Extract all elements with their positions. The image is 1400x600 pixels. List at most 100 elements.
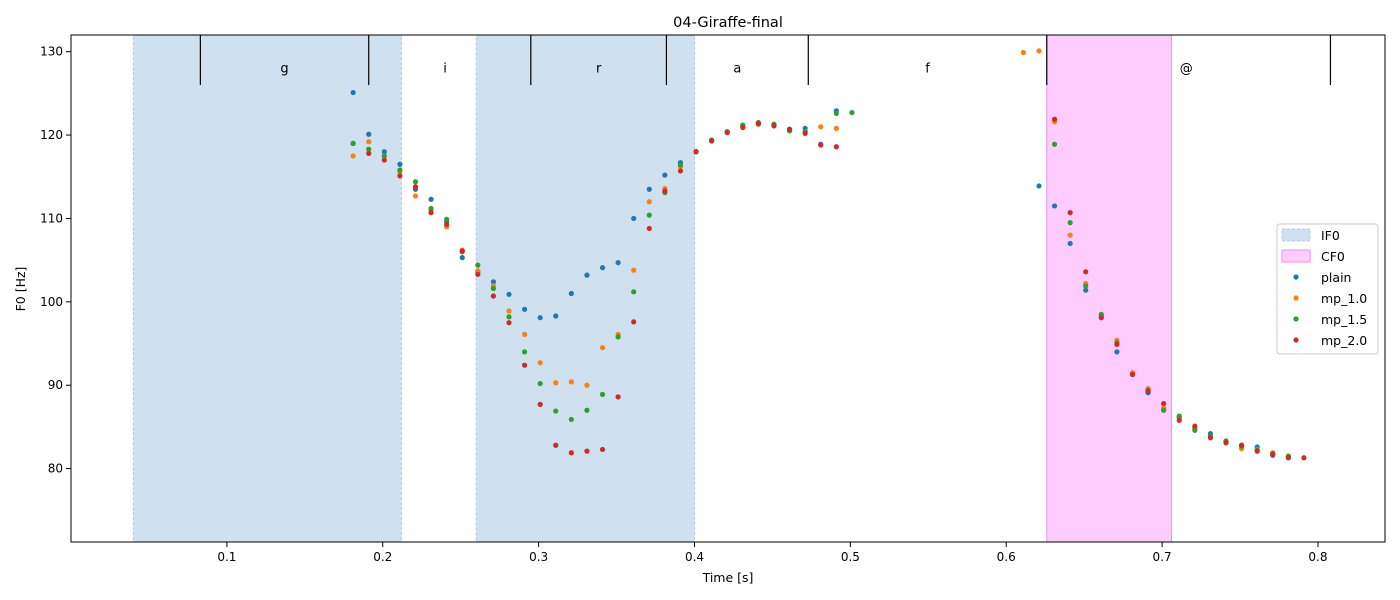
point-mp-2-0-20 xyxy=(662,188,668,194)
point-plain-14 xyxy=(537,315,543,321)
point-mp-1-0-11 xyxy=(506,308,512,314)
legend-swatch-cf0 xyxy=(1281,249,1311,263)
point-mp-2-0-31 xyxy=(833,144,839,150)
point-mp-1-0-15 xyxy=(568,379,574,385)
point-mp-2-0-38 xyxy=(1145,388,1151,394)
point-mp-1-5-16 xyxy=(584,407,590,413)
point-mp-2-0-36 xyxy=(1114,341,1120,347)
point-mp-2-0-11 xyxy=(521,362,528,368)
point-mp-1-0-20 xyxy=(646,199,652,205)
point-mp-1-5-19 xyxy=(631,289,637,295)
point-mp-2-0-35 xyxy=(1098,315,1104,321)
point-mp-2-0-42 xyxy=(1207,435,1214,441)
segment-label-1: g xyxy=(280,61,288,76)
legend-label-mp-1-5: mp_1.5 xyxy=(1321,312,1367,327)
x-tick-label: 0.4 xyxy=(685,550,704,564)
point-mp-2-0-12 xyxy=(537,401,543,408)
point-mp-2-0-3 xyxy=(397,173,403,179)
y-tick-label: 80 xyxy=(48,462,63,476)
point-mp-2-0-22 xyxy=(693,149,699,155)
point-mp-2-0-34 xyxy=(1083,269,1089,275)
legend-marker-mp-1-5 xyxy=(1293,316,1299,322)
point-plain-20 xyxy=(631,215,637,222)
legend-swatch-if0 xyxy=(1281,228,1311,242)
point-mp-2-0-40 xyxy=(1176,417,1182,423)
region-if0-2 xyxy=(475,34,695,543)
point-mp-2-0-15 xyxy=(584,448,590,454)
y-tick-label: 130 xyxy=(40,45,63,59)
point-mp-2-0-30 xyxy=(818,142,824,148)
y-tick-label: 100 xyxy=(40,295,63,309)
point-mp-2-0-29 xyxy=(802,130,808,136)
point-mp-1-5-42 xyxy=(1192,427,1198,433)
point-mp-2-0-13 xyxy=(553,442,559,448)
point-mp-2-0-47 xyxy=(1285,455,1291,461)
legend-label-mp-1-0: mp_1.0 xyxy=(1321,291,1367,306)
point-plain-5 xyxy=(397,161,403,167)
point-mp-2-0-45 xyxy=(1254,448,1260,454)
y-tick-label: 120 xyxy=(40,128,63,142)
point-mp-2-0-46 xyxy=(1270,451,1276,458)
point-mp-1-5-2 xyxy=(366,146,372,152)
point-mp-1-0-17 xyxy=(599,345,606,351)
x-tick-label: 0.7 xyxy=(1153,550,1172,564)
point-plain-9 xyxy=(459,255,465,261)
point-mp-1-5-17 xyxy=(599,391,606,398)
point-plain-16 xyxy=(568,290,574,297)
point-mp-2-0-6 xyxy=(444,221,450,227)
point-mp-2-0-14 xyxy=(568,450,574,456)
point-mp-2-0-16 xyxy=(599,446,606,453)
point-mp-1-5-13 xyxy=(537,380,543,387)
y-tick-label: 110 xyxy=(40,211,63,225)
point-plain-19 xyxy=(615,260,621,266)
point-mp-2-0-2 xyxy=(381,157,387,163)
point-mp-2-0-39 xyxy=(1161,400,1167,407)
x-tick-label: 0.8 xyxy=(1308,550,1327,564)
legend-marker-plain xyxy=(1293,274,1299,280)
point-mp-2-0-4 xyxy=(412,184,419,190)
point-mp-1-0-16 xyxy=(584,382,590,388)
point-mp-2-0-44 xyxy=(1238,442,1245,448)
point-mp-1-0-31 xyxy=(818,124,824,130)
legend-label-cf0: CF0 xyxy=(1321,249,1345,264)
point-mp-1-0-2 xyxy=(366,139,372,145)
point-mp-2-0-1 xyxy=(366,150,372,157)
x-axis-label: Time [s] xyxy=(702,570,754,585)
legend-marker-mp-2-0 xyxy=(1293,337,1299,343)
point-mp-2-0-28 xyxy=(786,126,793,132)
point-mp-2-0-37 xyxy=(1129,371,1136,377)
point-mp-2-0-43 xyxy=(1223,440,1229,446)
point-plain-39 xyxy=(1114,349,1120,355)
point-mp-1-5-3 xyxy=(381,153,387,159)
point-mp-1-5-6 xyxy=(428,205,434,212)
segment-label-5: f xyxy=(925,61,930,76)
segment-label-3: r xyxy=(596,61,602,76)
point-mp-1-5-32 xyxy=(849,109,855,116)
x-tick-label: 0.2 xyxy=(373,550,392,564)
region-if0-1 xyxy=(132,34,402,543)
point-mp-1-5-33 xyxy=(1051,141,1058,147)
y-axis-label: F0 [Hz] xyxy=(13,267,28,312)
point-mp-2-0-27 xyxy=(771,123,777,129)
data-points xyxy=(350,48,1307,461)
point-mp-2-0-10 xyxy=(506,320,512,326)
y-tick-label: 90 xyxy=(48,378,63,392)
segment-labels: g i r a f @ xyxy=(280,61,1192,76)
legend-label-mp-2-0: mp_2.0 xyxy=(1321,333,1367,348)
point-mp-1-0-32 xyxy=(833,125,839,131)
point-mp-2-0-9 xyxy=(490,293,497,299)
point-mp-1-0-19 xyxy=(631,267,637,273)
x-tick-label: 0.3 xyxy=(529,550,548,564)
point-mp-1-5-1 xyxy=(350,140,356,147)
x-axis-ticks: 0.1 0.2 0.3 0.4 0.5 0.6 0.7 0.8 xyxy=(217,542,1328,564)
point-mp-2-0-23 xyxy=(709,138,715,144)
point-mp-1-5-15 xyxy=(568,416,574,423)
segment-boundaries xyxy=(199,35,1332,86)
point-plain-36 xyxy=(1067,240,1073,247)
point-mp-2-0-19 xyxy=(646,225,652,232)
legend: IF0 CF0 plain mp_1.0 mp_1.5 mp_2.0 xyxy=(1276,223,1379,355)
point-mp-2-0-26 xyxy=(755,120,761,126)
point-mp-2-0-24 xyxy=(724,129,730,136)
chart-title: 04-Giraffe-final xyxy=(673,15,783,31)
